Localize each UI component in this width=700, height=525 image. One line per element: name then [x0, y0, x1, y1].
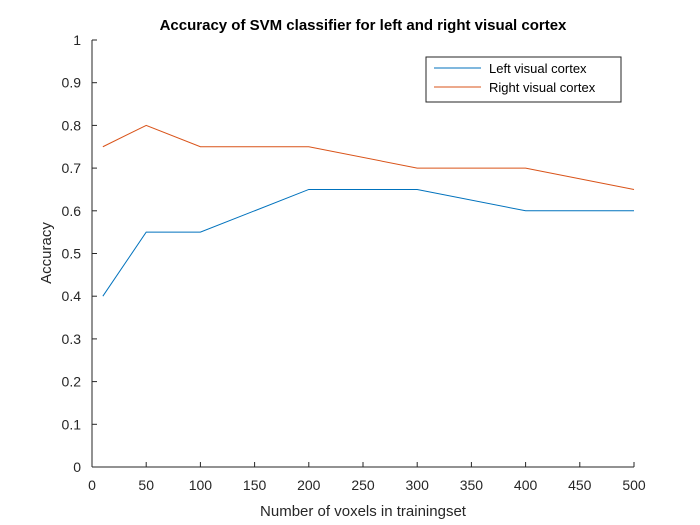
y-tick-label: 0.9 — [62, 75, 82, 91]
x-tick-label: 300 — [406, 477, 430, 493]
x-axis-title: Number of voxels in trainingset — [260, 503, 467, 520]
y-axis-title: Accuracy — [38, 222, 55, 284]
y-tick-label: 0 — [73, 459, 81, 475]
series-line-left-visual-cortex — [102, 188, 634, 297]
x-tick-label: 200 — [297, 477, 321, 493]
y-tick-label: 0.1 — [62, 416, 82, 432]
x-tick-label: 0 — [88, 477, 96, 493]
plot-area: 0 50 100 150 200 250 300 350 400 450 500 0 0.1 0.2 0.3… — [62, 32, 646, 493]
y-tick-label: 0.4 — [62, 288, 82, 304]
legend-label: Left visual cortex — [489, 61, 587, 76]
chart-title: Accuracy of SVM classifier for left and … — [160, 17, 567, 34]
x-tick-label: 250 — [351, 477, 375, 493]
y-tick-label: 0.2 — [62, 374, 82, 390]
y-tick-label: 0.7 — [62, 160, 82, 176]
x-tick-label: 150 — [243, 477, 267, 493]
x-tick-label: 350 — [460, 477, 484, 493]
x-tick-label: 50 — [138, 477, 154, 493]
legend: Left visual cortex Right visual cortex — [425, 56, 622, 103]
y-tick-label: 0.3 — [62, 331, 82, 347]
x-tick-label: 450 — [568, 477, 592, 493]
x-tick-label: 400 — [514, 477, 538, 493]
x-tick-label: 500 — [622, 477, 646, 493]
legend-label: Right visual cortex — [489, 80, 596, 95]
legend-box — [425, 56, 622, 103]
y-tick-label: 1 — [73, 32, 81, 48]
y-tick-label: 0.6 — [62, 203, 82, 219]
y-tick-label: 0.5 — [62, 246, 82, 262]
series-line-right-visual-cortex — [102, 124, 635, 190]
y-tick-label: 0.8 — [62, 117, 82, 133]
x-tick-label: 100 — [189, 477, 213, 493]
